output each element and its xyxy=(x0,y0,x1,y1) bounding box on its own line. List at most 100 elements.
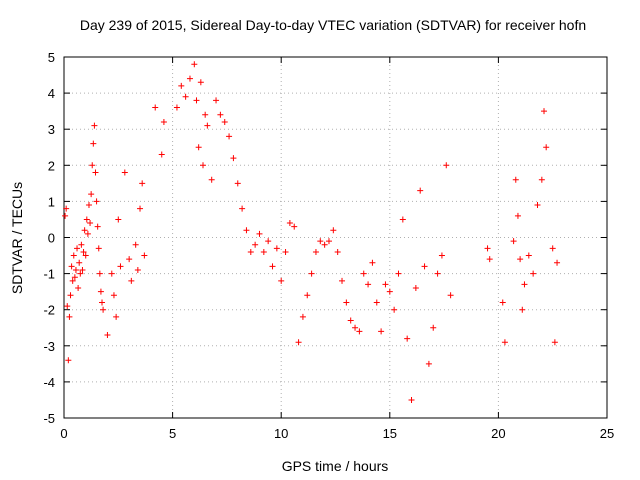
data-point xyxy=(512,176,519,183)
data-point xyxy=(104,331,111,338)
data-point xyxy=(404,335,411,342)
data-point xyxy=(543,144,550,151)
data-point xyxy=(80,248,87,255)
data-point xyxy=(76,259,83,266)
data-point xyxy=(110,292,117,299)
data-point xyxy=(217,111,224,118)
chart-title: Day 239 of 2015, Sidereal Day-to-day VTE… xyxy=(80,17,586,33)
data-point xyxy=(343,299,350,306)
data-point xyxy=(425,360,432,367)
data-point xyxy=(83,216,90,223)
data-point xyxy=(139,180,146,187)
data-point xyxy=(434,270,441,277)
data-point xyxy=(417,187,424,194)
tick-labels: 0 5 10 15 20 25 -5 -4 -3 -2 -1 0 1 2 3 4 5 xyxy=(43,50,614,441)
data-point xyxy=(178,82,185,89)
data-point xyxy=(113,313,120,320)
data-point xyxy=(95,245,102,252)
data-point xyxy=(121,169,128,176)
data-point xyxy=(91,122,98,129)
data-point xyxy=(115,216,122,223)
data-point xyxy=(286,220,293,227)
data-point xyxy=(79,266,86,273)
data-point xyxy=(77,270,84,277)
data-point xyxy=(204,122,211,129)
data-point xyxy=(99,299,106,306)
data-point xyxy=(243,227,250,234)
data-point xyxy=(89,162,96,169)
data-point xyxy=(93,198,100,205)
data-point xyxy=(85,202,92,209)
data-point xyxy=(447,292,454,299)
data-point xyxy=(126,256,133,263)
data-point xyxy=(334,248,341,255)
data-point xyxy=(252,241,259,248)
data-point xyxy=(141,252,148,259)
data-point xyxy=(538,176,545,183)
data-point xyxy=(134,266,141,273)
data-point xyxy=(81,227,88,234)
data-point xyxy=(369,259,376,266)
data-point xyxy=(304,292,311,299)
data-point xyxy=(69,277,76,284)
data-point xyxy=(554,259,561,266)
data-point xyxy=(71,274,78,281)
data-point xyxy=(484,245,491,252)
data-point xyxy=(312,248,319,255)
data-point xyxy=(421,263,428,270)
y-axis-label: SDTVAR / TECUs xyxy=(9,182,25,294)
data-point xyxy=(391,306,398,313)
data-point xyxy=(62,212,69,219)
x-axis-label: GPS time / hours xyxy=(282,458,389,474)
data-point xyxy=(291,223,298,230)
data-point xyxy=(97,288,104,295)
data-point xyxy=(108,270,115,277)
data-point xyxy=(75,285,82,292)
data-point xyxy=(197,79,204,86)
data-point xyxy=(230,155,237,162)
data-point xyxy=(386,288,393,295)
data-point xyxy=(137,205,144,212)
data-point xyxy=(530,270,537,277)
data-point xyxy=(65,357,72,364)
data-point xyxy=(72,266,79,273)
data-point xyxy=(128,277,135,284)
data-point xyxy=(117,263,124,270)
y-tick-label: -5 xyxy=(43,411,55,426)
data-point xyxy=(430,324,437,331)
data-point xyxy=(339,277,346,284)
data-point xyxy=(317,238,324,245)
data-point xyxy=(186,75,193,82)
y-tick-label: 3 xyxy=(48,122,55,137)
data-point xyxy=(88,191,95,198)
data-point xyxy=(132,241,139,248)
data-point xyxy=(100,306,107,313)
data-point xyxy=(347,317,354,324)
data-point xyxy=(256,230,263,237)
data-point xyxy=(352,324,359,331)
data-point xyxy=(92,169,99,176)
data-point xyxy=(517,256,524,263)
data-point xyxy=(330,227,337,234)
grid-lines xyxy=(64,57,607,418)
y-tick-label: 0 xyxy=(48,231,55,246)
data-point xyxy=(82,252,89,259)
data-point xyxy=(195,144,202,151)
data-point xyxy=(269,263,276,270)
data-point xyxy=(519,306,526,313)
data-point xyxy=(64,303,71,310)
data-points xyxy=(62,61,561,403)
x-tick-label: 15 xyxy=(383,426,397,441)
data-point xyxy=(213,97,220,104)
data-point xyxy=(226,133,233,140)
data-point xyxy=(160,118,167,125)
data-point xyxy=(549,245,556,252)
data-point xyxy=(365,281,372,288)
data-point xyxy=(152,104,159,111)
data-point xyxy=(408,396,415,403)
data-point xyxy=(499,299,506,306)
y-tick-label: 2 xyxy=(48,158,55,173)
y-tick-label: -3 xyxy=(43,339,55,354)
data-point xyxy=(378,328,385,335)
